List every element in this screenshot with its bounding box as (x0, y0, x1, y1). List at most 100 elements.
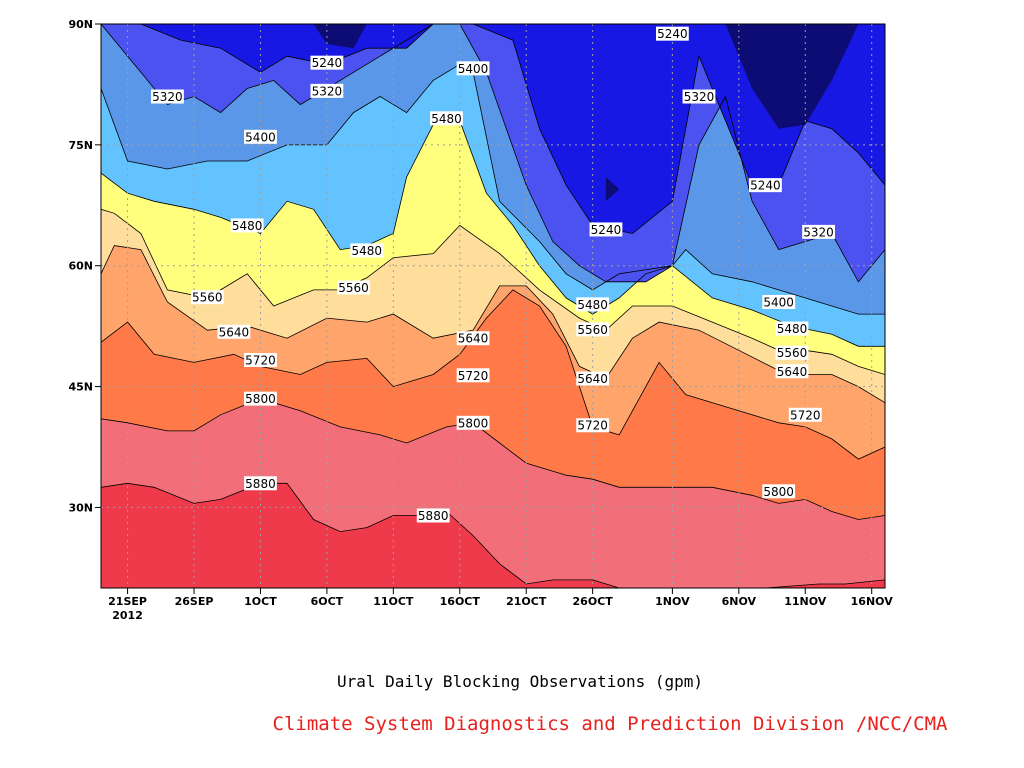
fill-band-above-5240 (101, 24, 885, 234)
contour-label-text: 5720 (245, 353, 276, 367)
contour-label: 5240 (749, 178, 782, 193)
x-tick-label: 26SEP (175, 595, 214, 608)
contour-label-bg (802, 224, 835, 239)
contour-label-bg (416, 508, 450, 523)
contour-label-bg (749, 178, 782, 193)
contour-label: 5320 (802, 224, 835, 239)
contour-label: 5240 (655, 26, 689, 41)
contour-label: 5400 (456, 61, 490, 76)
contour-line-5400 (101, 63, 885, 315)
contour-label-text: 5480 (232, 219, 263, 233)
contour-label: 5320 (310, 83, 344, 98)
contour-label-text: 5320 (684, 90, 715, 104)
contour-line-5240 (140, 24, 885, 234)
contour-label-bg (430, 111, 463, 126)
contour-label-bg (456, 368, 490, 383)
contour-label-bg (310, 83, 344, 98)
contour-label: 5320 (151, 89, 184, 104)
contour-label-text: 5240 (657, 27, 688, 41)
contour-label-bg (655, 26, 689, 41)
contour-label: 5720 (788, 407, 822, 422)
contour-label: 5320 (682, 89, 716, 104)
contour-label-text: 5240 (312, 56, 343, 70)
x-tick-label: 6NOV (722, 595, 757, 608)
contour-label: 5880 (416, 508, 450, 523)
contour-label: 5560 (190, 290, 224, 305)
x-tick-label: 21SEP (108, 595, 147, 608)
contour-label: 5640 (576, 371, 610, 386)
x-tick-label: 1NOV (655, 595, 690, 608)
contour-line-5640 (101, 245, 885, 404)
plot-frame (100, 23, 886, 589)
contour-lines (101, 24, 885, 588)
contour-label: 5400 (244, 129, 277, 144)
contour-label-text: 5480 (431, 112, 462, 126)
contour-label: 5400 (762, 294, 796, 309)
contour-label-bg (775, 321, 809, 336)
contour-label: 5720 (576, 418, 610, 433)
contour-line-5720 (101, 289, 885, 460)
contour-label: 5640 (456, 331, 490, 346)
contour-label-text: 5560 (338, 281, 369, 295)
contour-label-bg (244, 129, 277, 144)
contour-label-bg (217, 324, 251, 339)
contour-label-bg (576, 418, 610, 433)
contour-label-bg (230, 218, 264, 233)
contour-label-text: 5720 (790, 408, 821, 422)
x-tick-label: 16OCT (440, 595, 481, 608)
contour-label-bg (762, 484, 796, 499)
contour-label: 5560 (337, 280, 370, 295)
contour-label-text: 5720 (458, 369, 489, 383)
contour-label: 5480 (775, 321, 809, 336)
contour-label-bg (350, 243, 384, 258)
contour-label: 5480 (230, 218, 264, 233)
contour-label-bg (244, 352, 277, 367)
x-tick-label: 16NOV (851, 595, 894, 608)
contour-label-bg (589, 222, 623, 237)
contour-label-bg (775, 364, 809, 379)
contour-label-bg (456, 415, 490, 430)
contour-label-text: 5480 (777, 322, 808, 336)
contour-label-text: 5560 (777, 346, 808, 360)
contour-label-bg (337, 280, 370, 295)
contour-label-text: 5560 (577, 323, 608, 337)
contour-label-bg (190, 290, 224, 305)
contour-label: 5480 (350, 243, 384, 258)
contour-label-text: 5800 (458, 416, 489, 430)
y-tick-label: 75N (68, 139, 93, 152)
contour-label: 5240 (310, 55, 344, 70)
contour-label-text: 5640 (219, 325, 250, 339)
contour-label-bg (456, 61, 490, 76)
contour-label: 5720 (244, 352, 277, 367)
x-tick-label: 11OCT (373, 595, 414, 608)
contour-label-text: 5400 (763, 295, 794, 309)
contour-label-text: 5640 (577, 372, 608, 386)
contour-label: 5800 (456, 415, 490, 430)
contour-label: 5480 (576, 297, 610, 312)
contour-label-text: 5240 (591, 223, 622, 237)
contour-labels: 5880 5880 5800 5800 5800 5720 5720 5720 5720 5640… (151, 26, 835, 523)
contour-label-bg (576, 322, 610, 337)
contour-label: 5800 (762, 484, 796, 499)
contour-label-text: 5320 (312, 84, 343, 98)
x-tick-label: 26OCT (573, 595, 614, 608)
contour-label-text: 5400 (245, 130, 276, 144)
contour-label-text: 5560 (192, 291, 223, 305)
credit-line: Climate System Diagnostics and Predictio… (272, 713, 948, 735)
chart-caption: Ural Daily Blocking Observations (gpm) (336, 672, 704, 691)
contour-label: 5640 (217, 324, 251, 339)
contour-label-text: 5640 (777, 365, 808, 379)
contour-label-text: 5320 (152, 90, 183, 104)
contour-chart: 5880 5880 5800 5800 5800 5720 5720 5720 5720 5640… (68, 18, 893, 622)
contour-label-text: 5880 (245, 477, 276, 491)
contour-label-text: 5800 (763, 485, 794, 499)
contour-label-bg (788, 407, 822, 422)
contour-label-bg (682, 89, 716, 104)
contour-label-bg (244, 391, 277, 406)
contour-label-bg (576, 297, 610, 312)
contour-label: 5480 (430, 111, 463, 126)
contour-label-text: 5240 (750, 179, 781, 193)
contour-label-text: 5400 (458, 62, 489, 76)
x-tick-label: 21OCT (506, 595, 547, 608)
